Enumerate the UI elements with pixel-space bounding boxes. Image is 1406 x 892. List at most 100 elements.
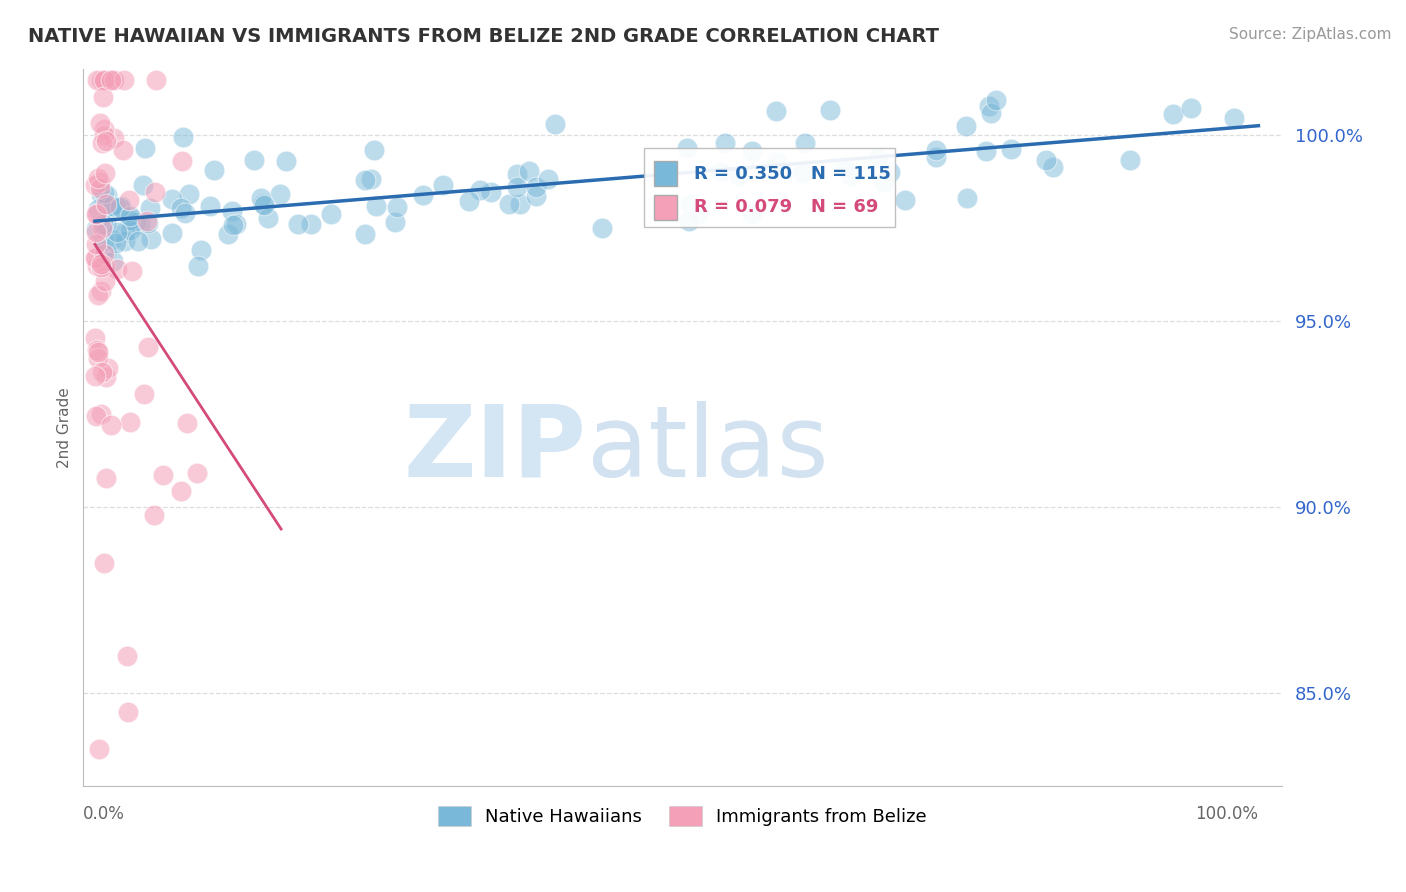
Point [93, 128, 115, 143]
Point [524, 180, 547, 194]
Point [468, 183, 491, 197]
Text: R = 0.350   N = 115: R = 0.350 N = 115 [695, 164, 891, 183]
Point [93, 72, 115, 87]
Point [790, 166, 813, 180]
Point [94, 244, 117, 259]
Point [506, 168, 529, 182]
Point [112, 72, 135, 87]
Point [86, 225, 108, 239]
Point [110, 199, 132, 213]
Point [120, 415, 142, 429]
Point [96, 200, 118, 214]
Point [118, 223, 141, 237]
Point [170, 154, 193, 169]
Point [225, 217, 247, 231]
Point [105, 200, 128, 214]
Point [115, 649, 138, 664]
Point [134, 140, 156, 154]
Point [142, 508, 165, 522]
Point [793, 136, 815, 151]
Point [84, 237, 107, 252]
Point [274, 153, 297, 168]
Point [136, 216, 159, 230]
Point [217, 227, 239, 242]
Point [353, 173, 375, 187]
Point [360, 172, 382, 186]
Point [87, 351, 110, 366]
Point [121, 264, 143, 278]
Point [87, 202, 110, 216]
Point [93, 72, 115, 87]
Point [132, 387, 155, 401]
Point [86, 72, 108, 87]
Point [160, 192, 183, 206]
Point [89, 742, 111, 756]
Point [249, 191, 271, 205]
Point [136, 340, 159, 354]
Point [1180, 101, 1202, 115]
Point [84, 409, 107, 423]
Point [118, 212, 141, 227]
Point [145, 72, 167, 87]
Point [84, 222, 107, 236]
Y-axis label: 2nd Grade: 2nd Grade [58, 387, 72, 468]
Point [89, 175, 111, 189]
Point [89, 116, 111, 130]
Point [980, 106, 1002, 120]
Point [86, 259, 108, 273]
Point [202, 163, 225, 178]
Point [1119, 153, 1142, 167]
Point [105, 236, 128, 251]
Point [114, 234, 136, 248]
Point [125, 215, 148, 229]
Point [839, 169, 862, 183]
Point [86, 343, 108, 357]
Point [101, 253, 124, 268]
Point [955, 119, 977, 133]
Point [84, 251, 107, 265]
Point [87, 287, 110, 301]
Point [364, 199, 387, 213]
Point [94, 134, 117, 148]
Point [93, 72, 115, 87]
Point [354, 227, 377, 241]
Point [93, 259, 115, 273]
Point [135, 214, 157, 228]
Point [96, 370, 118, 384]
Point [117, 705, 139, 719]
Point [832, 161, 855, 175]
Text: R = 0.079   N = 69: R = 0.079 N = 69 [695, 199, 879, 217]
Text: 100.0%: 100.0% [1195, 805, 1258, 823]
Point [97, 361, 120, 376]
Point [118, 209, 141, 223]
Point [866, 151, 889, 165]
Point [108, 200, 131, 214]
Point [91, 136, 114, 150]
Point [101, 232, 124, 246]
Point [679, 197, 702, 211]
Point [766, 155, 789, 169]
Point [94, 197, 117, 211]
Point [84, 178, 107, 193]
Point [765, 104, 787, 119]
Point [925, 150, 948, 164]
Point [129, 217, 152, 231]
Point [242, 153, 264, 167]
Point [384, 215, 406, 229]
Point [114, 225, 136, 239]
Point [105, 225, 128, 239]
Point [101, 202, 124, 216]
Point [96, 187, 118, 202]
Point [170, 201, 193, 215]
Point [173, 205, 195, 219]
Point [100, 72, 122, 87]
Legend: Native Hawaiians, Immigrants from Belize: Native Hawaiians, Immigrants from Belize [429, 797, 936, 835]
Point [160, 226, 183, 240]
Point [727, 169, 749, 183]
Point [111, 143, 134, 157]
Point [120, 211, 142, 225]
Point [90, 186, 112, 201]
Point [89, 181, 111, 195]
Point [172, 129, 194, 144]
Point [91, 244, 114, 258]
